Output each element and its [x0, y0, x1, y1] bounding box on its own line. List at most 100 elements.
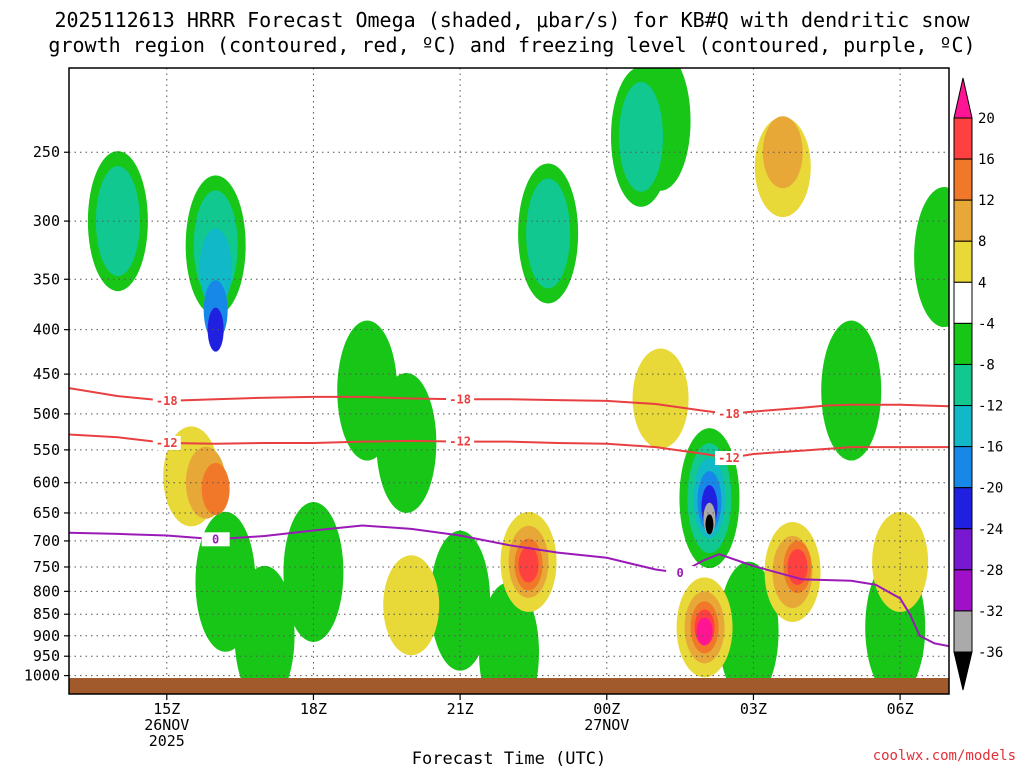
dgz-isotherm-label-bg--18-0 — [152, 393, 181, 408]
colorbar-segment-3 — [953, 240, 973, 283]
plot-area: -18 -18 -18 -12 -12 -12 0 0 — [69, 68, 949, 694]
omega-cell-4-5 — [872, 511, 929, 612]
colorbar-label-13: -36 — [978, 645, 1003, 661]
omega-cell-m36-0 — [705, 514, 714, 535]
plot-frame — [68, 67, 950, 695]
dgz-isotherm-label--12-1: -12 — [449, 435, 471, 449]
dgz-isotherm-label--12-0: -12 — [156, 436, 178, 450]
y-tick-label-300: 300 — [33, 212, 60, 230]
ground-strip — [69, 678, 949, 694]
colorbar-label-3: 8 — [978, 234, 986, 250]
omega-cell-m8-3 — [376, 372, 437, 513]
y-tick-label-700: 700 — [33, 532, 60, 550]
freezing-level-label-0-1: 0 — [676, 566, 683, 580]
dgz-isotherm-label-bg--18-2 — [715, 406, 743, 421]
omega-cell-16-0 — [518, 546, 539, 583]
y-tick-label-650: 650 — [33, 504, 60, 522]
x-axis-label: Forecast Time (UTC) — [412, 749, 606, 768]
dgz-isotherm-label-bg--12-0 — [152, 435, 181, 450]
x-tick-label-1-0: 18Z — [300, 700, 327, 718]
freezing-level-label-bg-0-1 — [666, 565, 695, 580]
x-tick-label-3-1: 27NOV — [584, 716, 629, 734]
colorbar-segment-6 — [953, 363, 973, 407]
y-tick-label-950: 950 — [33, 647, 60, 665]
omega-shading — [87, 68, 949, 694]
omega-cell-m12-2 — [526, 178, 571, 289]
colorbar-label-5: -4 — [978, 316, 995, 332]
colorbar-segment-4 — [953, 281, 973, 324]
dgz-isotherm-label-bg--12-1 — [446, 434, 475, 449]
omega-cell-m12-0 — [95, 166, 140, 277]
colorbar-segment-12 — [953, 610, 973, 653]
omega-cell-8-4 — [762, 116, 803, 189]
omega-cell-4-7 — [383, 555, 440, 656]
y-tick-label-750: 750 — [33, 558, 60, 576]
colorbar-segment-0 — [953, 117, 973, 160]
omega-cell-m12-3 — [619, 81, 663, 192]
freezing-level-label-0-0: 0 — [212, 532, 219, 546]
x-tick-label-2-0: 21Z — [447, 700, 474, 718]
omega-cell-m8-13 — [234, 565, 295, 694]
colorbar-label-11: -28 — [978, 563, 1003, 579]
colorbar-segment-9 — [953, 487, 973, 530]
y-tick-label-800: 800 — [33, 582, 60, 600]
y-tick-label-250: 250 — [33, 143, 60, 161]
colorbar-label-0: 20 — [978, 111, 995, 127]
omega-cell-m8-10 — [718, 561, 779, 694]
omega-cell-m8-14 — [283, 501, 344, 642]
omega-cell-4-6 — [632, 348, 689, 449]
omega-cell-20-0 — [696, 617, 713, 646]
chart-title-line1: 2025112613 HRRR Forecast Omega (shaded, … — [54, 8, 970, 32]
colorbar-segment-8 — [953, 446, 973, 489]
credit-link[interactable]: coolwx.com/models — [873, 748, 1016, 764]
omega-cell-m24-0 — [207, 307, 224, 352]
colorbar-label-4: 4 — [978, 275, 986, 291]
y-tick-label-600: 600 — [33, 474, 60, 492]
dgz-isotherm-label--18-0: -18 — [156, 394, 178, 408]
colorbar-label-8: -16 — [978, 440, 1003, 456]
y-tick-label-350: 350 — [33, 270, 60, 288]
colorbar: 20 16 12 8 4 -4 -8 -12 -16 -20 -24 -28 -32 -36 — [953, 77, 1003, 691]
chart-title-line2: growth region (contoured, red, ºC) and f… — [48, 33, 975, 57]
dgz-isotherm-line--18 — [69, 387, 949, 415]
colorbar-top-arrow — [953, 77, 973, 119]
y-tick-label-850: 850 — [33, 605, 60, 623]
y-tick-label-400: 400 — [33, 321, 60, 339]
colorbar-label-2: 12 — [978, 193, 995, 209]
y-tick-label-550: 550 — [33, 441, 60, 459]
colorbar-segment-7 — [953, 405, 973, 448]
dgz-isotherm-line--12 — [69, 433, 949, 460]
x-tick-label-0-2: 2025 — [149, 732, 185, 750]
colorbar-segment-1 — [953, 158, 973, 201]
dgz-isotherm-label-bg--12-2 — [715, 451, 743, 466]
isotherm-contours: -18 -18 -18 -12 -12 -12 0 0 — [69, 387, 949, 648]
omega-cell-m8-15 — [914, 187, 949, 328]
omega-cell-12-0 — [201, 462, 230, 515]
gridlines — [69, 68, 949, 694]
x-tick-label-0-0: 15Z — [153, 700, 180, 718]
dgz-isotherm-label-bg--18-1 — [446, 392, 475, 407]
y-tick-label-900: 900 — [33, 627, 60, 645]
freezing-level-label-bg-0-0 — [201, 532, 230, 547]
colorbar-bottom-arrow — [953, 651, 973, 691]
x-tick-label-3-0: 00Z — [593, 700, 620, 718]
colorbar-label-7: -12 — [978, 399, 1003, 415]
colorbar-segment-2 — [953, 199, 973, 242]
y-tick-label-1000: 1000 — [24, 667, 60, 685]
dgz-isotherm-label--12-2: -12 — [718, 451, 740, 465]
colorbar-label-1: 16 — [978, 152, 995, 168]
colorbar-label-10: -24 — [978, 522, 1003, 538]
colorbar-segment-11 — [953, 569, 973, 612]
dgz-isotherm-label--18-2: -18 — [718, 407, 740, 421]
freezing-level-line-0 — [69, 524, 949, 648]
y-tick-label-450: 450 — [33, 365, 60, 383]
dgz-isotherm-label--18-1: -18 — [449, 392, 471, 406]
colorbar-segment-10 — [953, 528, 973, 571]
colorbar-label-9: -20 — [978, 481, 1003, 497]
x-tick-label-4-0: 03Z — [740, 700, 767, 718]
colorbar-label-6: -8 — [978, 357, 995, 373]
colorbar-label-12: -32 — [978, 604, 1003, 620]
colorbar-segment-5 — [953, 322, 973, 365]
